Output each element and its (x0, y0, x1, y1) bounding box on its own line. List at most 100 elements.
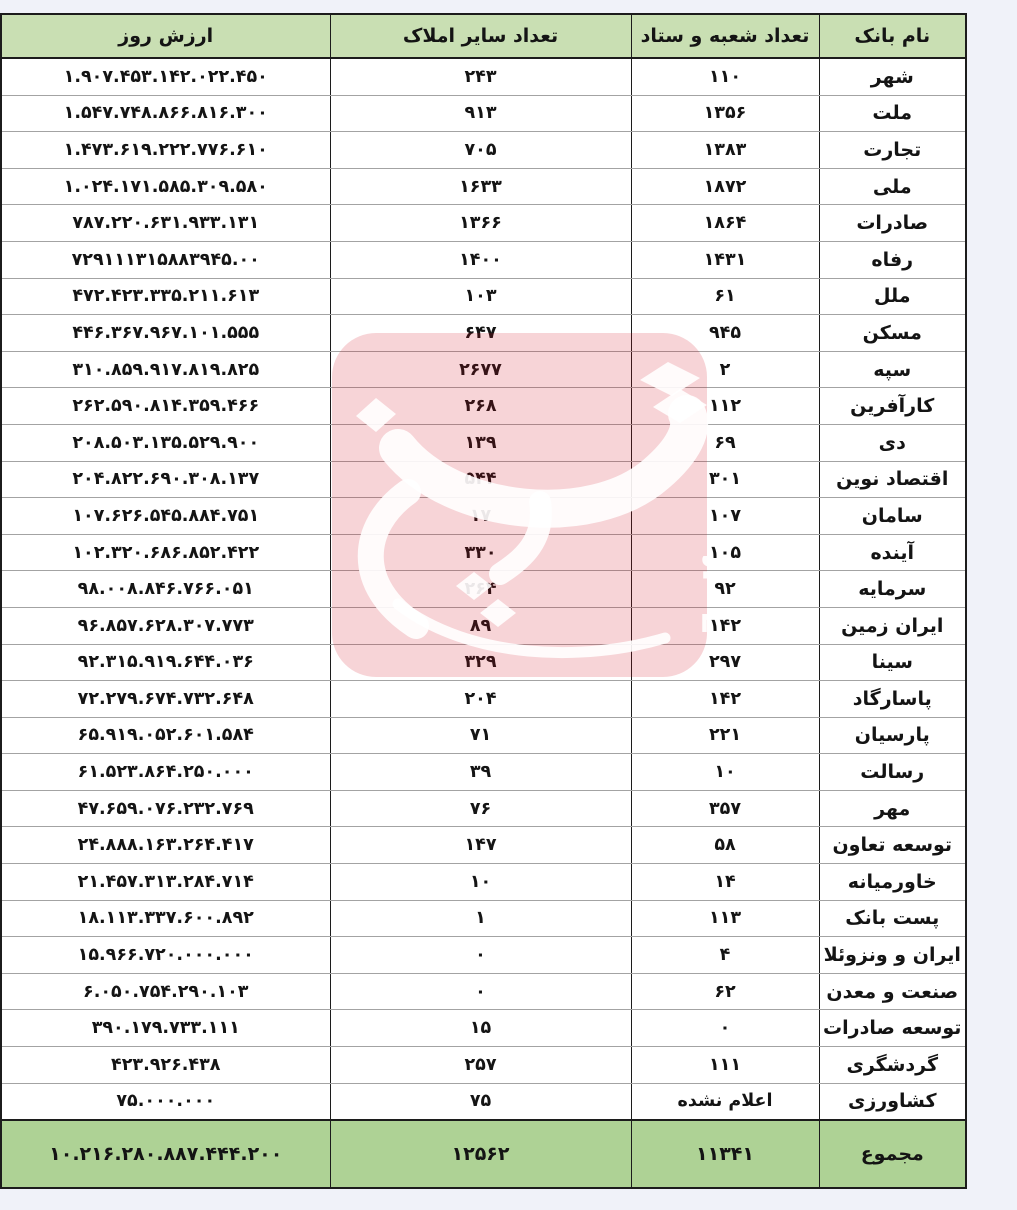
cell-other-properties-count: ۱ (329, 899, 632, 938)
cell-branches-hq-count: ۶۹ (630, 423, 820, 462)
cell-day-value: ۹۸.۰۰۸.۸۴۶.۷۶۶.۰۵۱ (0, 570, 331, 608)
cell-other-properties-count: ۷۵ (329, 1082, 632, 1121)
cell-bank-name: ملل (818, 277, 967, 316)
cell-branches-hq-count: ۱۸۷۲ (630, 167, 820, 206)
table-row: اقتصاد نوین ۳۰۱ ۵۴۴ ۲۰۴.۸۲۲.۶۹۰.۳۰۸.۱۳۷ (0, 460, 967, 499)
table-row: مسکن ۹۴۵ ۶۴۷ ۴۴۶.۳۶۷.۹۶۷.۱۰۱.۵۵۵ (0, 314, 967, 352)
cell-bank-name: دی (818, 423, 967, 462)
cell-bank-name: سامان (818, 497, 967, 535)
cell-other-properties-count: ۱۷ (329, 497, 632, 535)
cell-bank-name: پاسارگاد (818, 680, 967, 718)
cell-day-value: ۷۸۷.۲۲۰.۶۳۱.۹۳۳.۱۳۱ (0, 204, 331, 242)
cell-branches-hq-count: ۹۲ (630, 570, 820, 608)
cell-other-properties-count: ۶۴۷ (329, 314, 632, 352)
cell-branches-hq-count: ۱۸۶۴ (630, 204, 820, 242)
cell-other-properties-count: ۹۱۳ (329, 94, 632, 133)
cell-branches-hq-count: ۹۴۵ (630, 314, 820, 352)
cell-day-value: ۷۵.۰۰۰.۰۰۰ (0, 1082, 331, 1121)
cell-bank-name: سرمایه (818, 570, 967, 608)
table-row: سامان ۱۰۷ ۱۷ ۱۰۷.۶۲۶.۵۴۵.۸۸۴.۷۵۱ (0, 497, 967, 535)
cell-branches-hq-count: ۱۰ (630, 753, 820, 791)
header-row: نام بانک تعداد شعبه و ستاد تعداد سایر ام… (0, 13, 967, 59)
table-row: پاسارگاد ۱۴۲ ۲۰۴ ۷۲.۲۷۹.۶۷۴.۷۳۲.۶۴۸ (0, 680, 967, 718)
total-other-properties-count: ۱۲۵۶۲ (329, 1119, 632, 1189)
banks-table-wrap: نام بانک تعداد شعبه و ستاد تعداد سایر ام… (0, 13, 967, 1190)
total-row: مجموع ۱۱۳۴۱ ۱۲۵۶۲ ۱۰.۲۱۶.۲۸۰.۸۸۷.۴۴۴.۲۰۰ (0, 1119, 967, 1189)
cell-other-properties-count: ۰ (329, 972, 632, 1011)
cell-other-properties-count: ۱۳۶۶ (329, 204, 632, 242)
cell-day-value: ۶.۰۵۰.۷۵۴.۲۹۰.۱۰۳ (0, 972, 331, 1011)
cell-branches-hq-count: ۱۰۷ (630, 497, 820, 535)
cell-other-properties-count: ۲۵۷ (329, 1046, 632, 1084)
cell-branches-hq-count: ۲۹۷ (630, 643, 820, 682)
table-row: ملت ۱۳۵۶ ۹۱۳ ۱.۵۴۷.۷۴۸.۸۶۶.۸۱۶.۳۰۰ (0, 94, 967, 133)
cell-branches-hq-count: اعلام نشده (630, 1082, 820, 1121)
cell-branches-hq-count: ۱۴ (630, 863, 820, 901)
table-row: پارسیان ۲۲۱ ۷۱ ۶۵.۹۱۹.۰۵۲.۶۰۱.۵۸۴ (0, 716, 967, 755)
cell-day-value: ۲۶۲.۵۹۰.۸۱۴.۳۵۹.۴۶۶ (0, 387, 331, 425)
table-row: توسعه تعاون ۵۸ ۱۴۷ ۲۴.۸۸۸.۱۶۳.۲۶۴.۴۱۷ (0, 826, 967, 865)
cell-other-properties-count: ۷۱ (329, 716, 632, 755)
cell-bank-name: پست بانک (818, 899, 967, 938)
table-row: سپه ۲ ۲۶۷۷ ۳۱۰.۸۵۹.۹۱۷.۸۱۹.۸۲۵ (0, 350, 967, 389)
cell-bank-name: مسکن (818, 314, 967, 352)
cell-other-properties-count: ۱۵ (329, 1009, 632, 1048)
cell-day-value: ۲۱.۴۵۷.۳۱۳.۲۸۴.۷۱۴ (0, 863, 331, 901)
cell-branches-hq-count: ۱۱۳ (630, 899, 820, 938)
cell-branches-hq-count: ۱۴۲ (630, 606, 820, 645)
table-row: سینا ۲۹۷ ۳۲۹ ۹۲.۳۱۵.۹۱۹.۶۴۴.۰۳۶ (0, 643, 967, 682)
cell-day-value: ۹۲.۳۱۵.۹۱۹.۶۴۴.۰۳۶ (0, 643, 331, 682)
cell-branches-hq-count: ۱۳۸۳ (630, 131, 820, 169)
table-row: مهر ۳۵۷ ۷۶ ۴۷.۶۵۹.۰۷۶.۲۳۲.۷۶۹ (0, 789, 967, 828)
cell-day-value: ۱۰۷.۶۲۶.۵۴۵.۸۸۴.۷۵۱ (0, 497, 331, 535)
cell-other-properties-count: ۰ (329, 936, 632, 974)
cell-day-value: ۱۸.۱۱۳.۳۳۷.۶۰۰.۸۹۲ (0, 899, 331, 938)
cell-day-value: ۴۴۶.۳۶۷.۹۶۷.۱۰۱.۵۵۵ (0, 314, 331, 352)
cell-branches-hq-count: ۶۲ (630, 972, 820, 1011)
cell-branches-hq-count: ۵۸ (630, 826, 820, 865)
cell-day-value: ۲۰۸.۵۰۳.۱۳۵.۵۲۹.۹۰۰ (0, 423, 331, 462)
table-row: خاورمیانه ۱۴ ۱۰ ۲۱.۴۵۷.۳۱۳.۲۸۴.۷۱۴ (0, 863, 967, 901)
table-row: صادرات ۱۸۶۴ ۱۳۶۶ ۷۸۷.۲۲۰.۶۳۱.۹۳۳.۱۳۱ (0, 204, 967, 242)
cell-branches-hq-count: ۱۳۵۶ (630, 94, 820, 133)
cell-bank-name: گردشگری (818, 1046, 967, 1084)
cell-day-value: ۶۵.۹۱۹.۰۵۲.۶۰۱.۵۸۴ (0, 716, 331, 755)
table-row: صنعت و معدن ۶۲ ۰ ۶.۰۵۰.۷۵۴.۲۹۰.۱۰۳ (0, 972, 967, 1011)
cell-day-value: ۱۰۲.۳۲۰.۶۸۶.۸۵۲.۴۲۲ (0, 533, 331, 572)
table-row: پست بانک ۱۱۳ ۱ ۱۸.۱۱۳.۳۳۷.۶۰۰.۸۹۲ (0, 899, 967, 938)
cell-bank-name: خاورمیانه (818, 863, 967, 901)
cell-bank-name: کشاورزی (818, 1082, 967, 1121)
cell-day-value: ۴۷۲.۴۲۳.۳۳۵.۲۱۱.۶۱۳ (0, 277, 331, 316)
cell-branches-hq-count: ۱۱۰ (630, 57, 820, 96)
table-row: ملل ۶۱ ۱۰۳ ۴۷۲.۴۲۳.۳۳۵.۲۱۱.۶۱۳ (0, 277, 967, 316)
column-header-day-value: ارزش روز (0, 13, 331, 59)
cell-day-value: ۱.۵۴۷.۷۴۸.۸۶۶.۸۱۶.۳۰۰ (0, 94, 331, 133)
cell-branches-hq-count: ۱۱۲ (630, 387, 820, 425)
cell-other-properties-count: ۱۰ (329, 863, 632, 901)
table-row: ملی ۱۸۷۲ ۱۶۳۳ ۱.۰۲۴.۱۷۱.۵۸۵.۳۰۹.۵۸۰ (0, 167, 967, 206)
cell-other-properties-count: ۱۶۳۳ (329, 167, 632, 206)
table-row: ایران و ونزوئلا ۴ ۰ ۱۵.۹۶۶.۷۲۰.۰۰۰.۰۰۰ (0, 936, 967, 974)
column-header-bank-name: نام بانک (818, 13, 967, 59)
cell-other-properties-count: ۷۶ (329, 789, 632, 828)
cell-bank-name: صادرات (818, 204, 967, 242)
cell-branches-hq-count: ۴ (630, 936, 820, 974)
cell-branches-hq-count: ۱۱۱ (630, 1046, 820, 1084)
cell-day-value: ۱.۰۲۴.۱۷۱.۵۸۵.۳۰۹.۵۸۰ (0, 167, 331, 206)
cell-day-value: ۳۱۰.۸۵۹.۹۱۷.۸۱۹.۸۲۵ (0, 350, 331, 389)
cell-day-value: ۴۷.۶۵۹.۰۷۶.۲۳۲.۷۶۹ (0, 789, 331, 828)
cell-bank-name: شهر (818, 57, 967, 96)
cell-other-properties-count: ۲۶۸ (329, 387, 632, 425)
cell-other-properties-count: ۳۳۰ (329, 533, 632, 572)
cell-other-properties-count: ۱۳۹ (329, 423, 632, 462)
cell-other-properties-count: ۵۴۴ (329, 460, 632, 499)
cell-other-properties-count: ۷۰۵ (329, 131, 632, 169)
table-row: رسالت ۱۰ ۳۹ ۶۱.۵۲۳.۸۶۴.۲۵۰.۰۰۰ (0, 753, 967, 791)
cell-bank-name: ملت (818, 94, 967, 133)
cell-bank-name: ایران و ونزوئلا (818, 936, 967, 974)
cell-branches-hq-count: ۶۱ (630, 277, 820, 316)
cell-branches-hq-count: ۳۰۱ (630, 460, 820, 499)
cell-bank-name: سینا (818, 643, 967, 682)
cell-branches-hq-count: ۲ (630, 350, 820, 389)
